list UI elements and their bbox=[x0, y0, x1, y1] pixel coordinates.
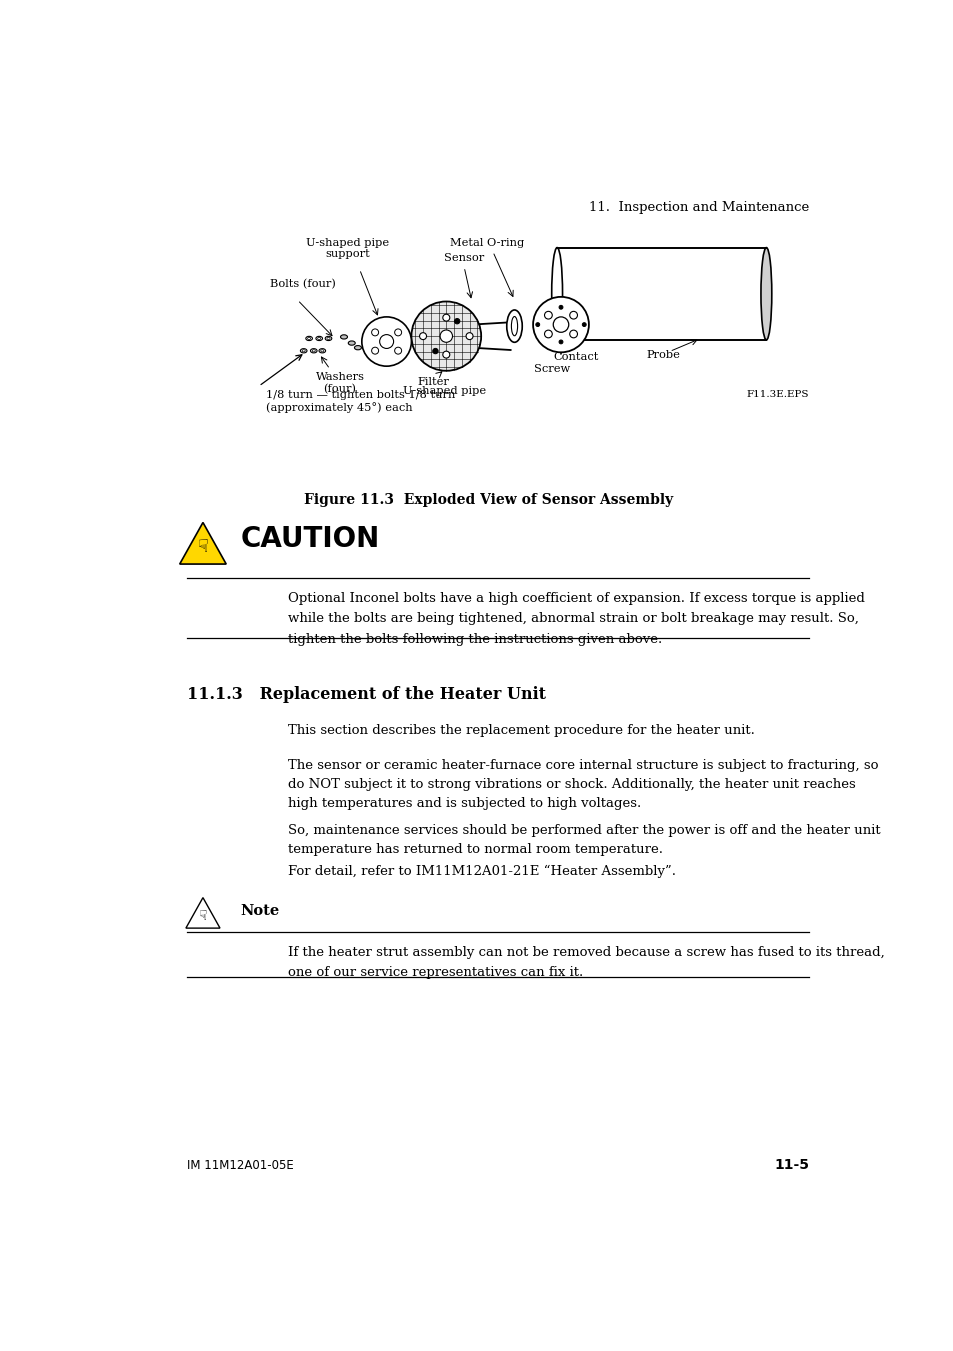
Polygon shape bbox=[179, 523, 226, 565]
Text: U-shaped pipe
support: U-shaped pipe support bbox=[306, 238, 389, 259]
Text: IM 11M12A01-05E: IM 11M12A01-05E bbox=[187, 1159, 294, 1173]
Circle shape bbox=[372, 328, 378, 336]
Text: This section describes the replacement procedure for the heater unit.: This section describes the replacement p… bbox=[288, 724, 754, 738]
Circle shape bbox=[361, 317, 411, 366]
Bar bbox=[557, 247, 765, 340]
Circle shape bbox=[569, 311, 577, 319]
Circle shape bbox=[558, 340, 562, 345]
Text: Sensor: Sensor bbox=[443, 253, 484, 263]
Circle shape bbox=[544, 311, 552, 319]
Circle shape bbox=[454, 319, 459, 324]
Text: Probe: Probe bbox=[645, 350, 679, 361]
Ellipse shape bbox=[300, 349, 307, 353]
Circle shape bbox=[411, 301, 480, 370]
Text: ☟: ☟ bbox=[197, 538, 209, 557]
Circle shape bbox=[433, 349, 437, 354]
Ellipse shape bbox=[315, 336, 322, 340]
Ellipse shape bbox=[551, 247, 562, 340]
Text: ☟: ☟ bbox=[198, 909, 207, 923]
Text: 1/8 turn — tighten bolts 1/8 turn
(approximately 45°) each: 1/8 turn — tighten bolts 1/8 turn (appro… bbox=[266, 390, 456, 412]
Circle shape bbox=[395, 328, 401, 336]
Ellipse shape bbox=[511, 316, 517, 336]
Ellipse shape bbox=[307, 338, 311, 339]
Text: 11-5: 11-5 bbox=[773, 1158, 808, 1173]
Circle shape bbox=[569, 330, 577, 338]
Text: 11.1.3   Replacement of the Heater Unit: 11.1.3 Replacement of the Heater Unit bbox=[187, 686, 546, 703]
Circle shape bbox=[379, 335, 394, 349]
Text: Figure 11.3  Exploded View of Sensor Assembly: Figure 11.3 Exploded View of Sensor Asse… bbox=[304, 493, 673, 507]
Ellipse shape bbox=[355, 346, 361, 350]
Text: U-shaped pipe: U-shaped pipe bbox=[403, 386, 486, 396]
Ellipse shape bbox=[325, 336, 332, 340]
Ellipse shape bbox=[317, 338, 320, 339]
Text: For detail, refer to IM11M12A01-21E “Heater Assembly”.: For detail, refer to IM11M12A01-21E “Hea… bbox=[288, 865, 676, 878]
Text: 11.  Inspection and Maintenance: 11. Inspection and Maintenance bbox=[588, 200, 808, 213]
Text: Note: Note bbox=[240, 904, 279, 919]
Text: Washers
(four): Washers (four) bbox=[315, 373, 364, 394]
Circle shape bbox=[544, 330, 552, 338]
Text: Metal O-ring: Metal O-ring bbox=[450, 238, 524, 247]
Text: F11.3E.EPS: F11.3E.EPS bbox=[745, 390, 808, 399]
Ellipse shape bbox=[760, 247, 771, 340]
Text: The sensor or ceramic heater-furnace core internal structure is subject to fract: The sensor or ceramic heater-furnace cor… bbox=[288, 759, 878, 809]
Text: So, maintenance services should be performed after the power is off and the heat: So, maintenance services should be perfo… bbox=[288, 824, 880, 857]
Circle shape bbox=[439, 330, 452, 342]
Text: Filter: Filter bbox=[416, 377, 449, 386]
Text: Optional Inconel bolts have a high coefficient of expansion. If excess torque is: Optional Inconel bolts have a high coeff… bbox=[288, 592, 864, 646]
Ellipse shape bbox=[327, 338, 330, 339]
Text: Contact: Contact bbox=[553, 351, 598, 362]
Circle shape bbox=[419, 332, 426, 339]
Polygon shape bbox=[186, 897, 220, 928]
Circle shape bbox=[395, 347, 401, 354]
Circle shape bbox=[442, 315, 449, 322]
Circle shape bbox=[533, 297, 588, 353]
Ellipse shape bbox=[312, 350, 315, 351]
Ellipse shape bbox=[302, 350, 305, 351]
Circle shape bbox=[581, 323, 585, 327]
Text: Screw: Screw bbox=[534, 365, 570, 374]
Circle shape bbox=[558, 305, 562, 309]
Circle shape bbox=[442, 351, 449, 358]
Ellipse shape bbox=[318, 349, 325, 353]
Ellipse shape bbox=[348, 340, 355, 346]
Ellipse shape bbox=[340, 335, 347, 339]
Text: Bolts (four): Bolts (four) bbox=[270, 280, 335, 289]
Ellipse shape bbox=[306, 336, 312, 340]
Text: If the heater strut assembly can not be removed because a screw has fused to its: If the heater strut assembly can not be … bbox=[288, 946, 884, 979]
Text: CAUTION: CAUTION bbox=[240, 526, 379, 554]
Ellipse shape bbox=[310, 349, 316, 353]
Ellipse shape bbox=[506, 309, 521, 342]
Circle shape bbox=[536, 323, 539, 327]
Circle shape bbox=[553, 317, 568, 332]
Circle shape bbox=[372, 347, 378, 354]
Circle shape bbox=[466, 332, 473, 339]
Ellipse shape bbox=[320, 350, 323, 351]
